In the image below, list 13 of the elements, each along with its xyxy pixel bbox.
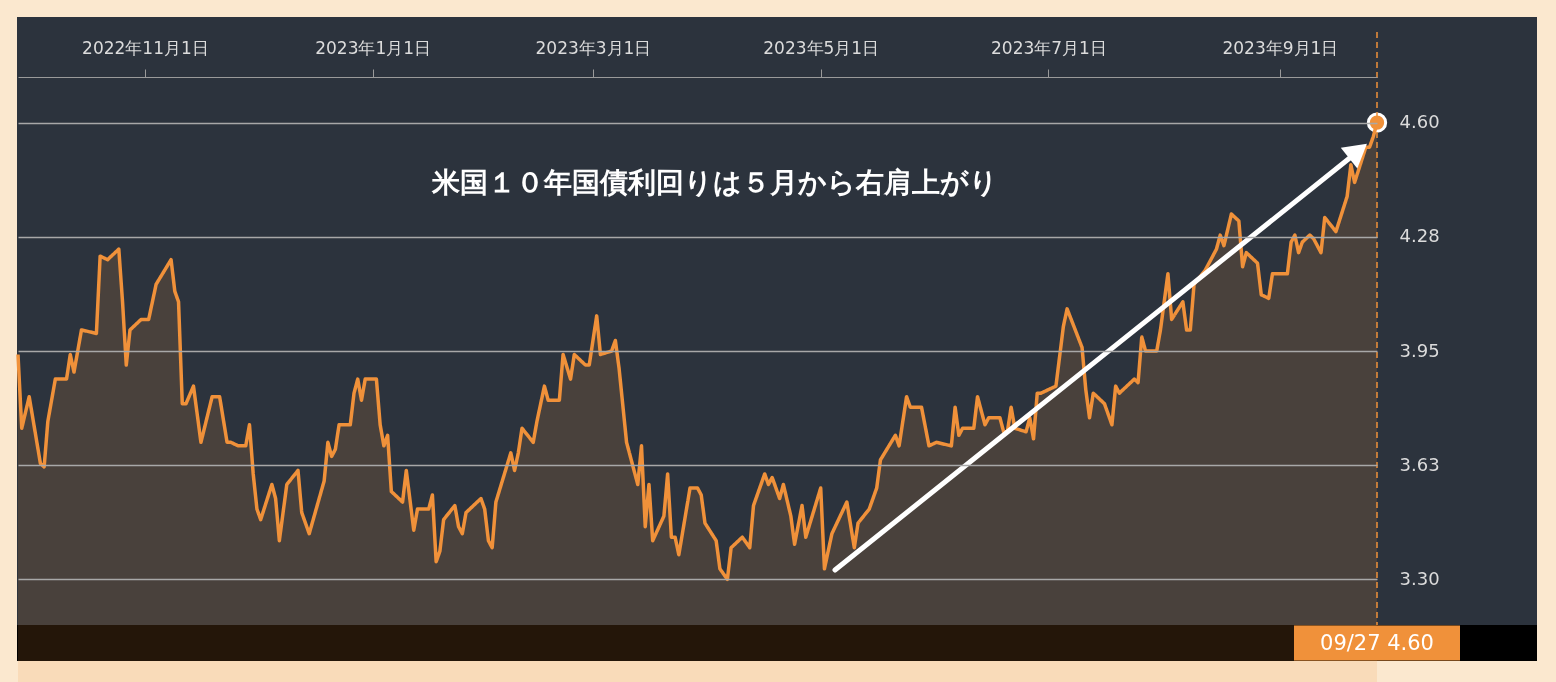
y-tick-label: 4.28 xyxy=(1399,225,1440,247)
x-tick-label: 2023年7月1日 xyxy=(991,37,1107,58)
y-tick-label: 3.30 xyxy=(1399,567,1440,589)
x-tick-label: 2023年5月1日 xyxy=(763,37,880,58)
y-tick-label: 3.63 xyxy=(1399,453,1440,475)
annotation: 米国１０年国債利回りは５月から右肩上がり xyxy=(431,166,998,199)
x-tick-label: 2023年9月1日 xyxy=(1222,37,1339,58)
x-tick-label: 2023年3月1日 xyxy=(535,37,652,58)
y-tick-label: 4.60 xyxy=(1399,111,1440,133)
x-tick-label: 2022年11月1日 xyxy=(82,37,209,58)
text: 09/27 4.60 xyxy=(1320,631,1434,655)
x-tick-label: 2023年1月1日 xyxy=(315,37,432,58)
y-tick-label: 3.95 xyxy=(1399,339,1440,361)
